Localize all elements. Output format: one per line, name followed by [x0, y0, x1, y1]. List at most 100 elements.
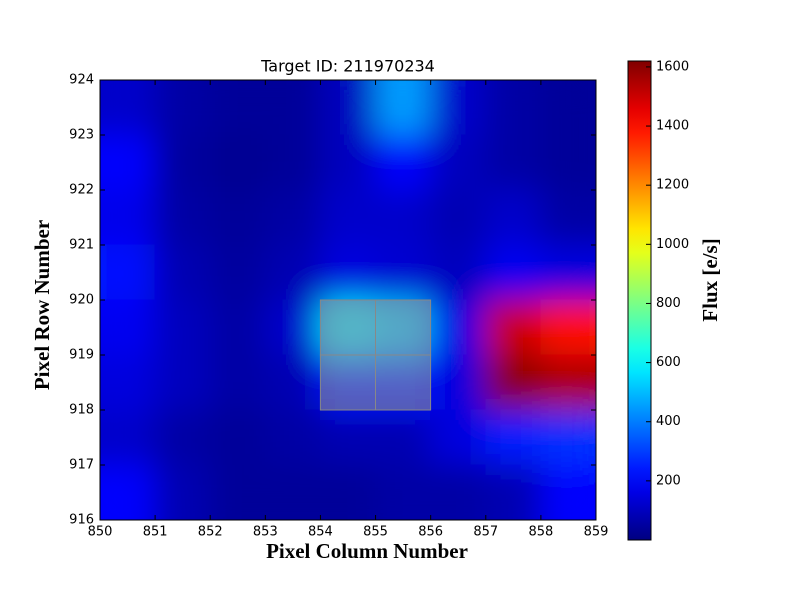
colorbar-tick-label: 1400 — [656, 119, 689, 134]
x-tick-label: 853 — [253, 525, 278, 540]
heat-cell — [100, 299, 156, 356]
heat-cell — [154, 409, 211, 466]
y-tick-label: 921 — [69, 238, 94, 253]
heat-cell — [154, 299, 211, 356]
heat-cell — [375, 244, 432, 301]
heat-cell — [540, 134, 596, 191]
colorbar — [627, 60, 652, 541]
aperture-pixel — [319, 299, 376, 356]
y-axis-label: Pixel Row Number — [30, 220, 54, 390]
colorbar-tick-label: 400 — [656, 414, 681, 429]
heat-cell — [485, 354, 542, 411]
heat-cell — [264, 299, 321, 356]
heat-cell — [485, 80, 542, 136]
aperture-pixel — [319, 354, 376, 411]
y-tick-label: 916 — [69, 513, 94, 528]
x-tick-label: 859 — [584, 525, 609, 540]
y-tick-label: 924 — [69, 73, 94, 88]
colorbar-tick-label: 800 — [656, 296, 681, 311]
heat-cell — [209, 80, 266, 136]
heat-cell — [264, 244, 321, 301]
heat-cell — [154, 80, 211, 136]
heat-cell — [209, 464, 266, 520]
heat-cell — [100, 134, 156, 191]
heat-cell — [154, 189, 211, 246]
heat-cell — [209, 244, 266, 301]
heat-cell — [264, 409, 321, 466]
heat-cell — [540, 80, 596, 136]
colorbar-tick-label: 200 — [656, 473, 681, 488]
heat-cell — [319, 409, 377, 466]
colorbar-tick-label: 1200 — [656, 178, 689, 193]
heat-cell — [154, 134, 211, 191]
heat-cell — [540, 464, 596, 520]
heat-cell — [319, 80, 377, 136]
heat-cell — [540, 299, 596, 356]
heat-cell — [264, 464, 321, 520]
heat-cell — [154, 464, 211, 520]
heat-cell — [430, 354, 487, 411]
heat-cell — [375, 189, 432, 246]
heat-cell — [264, 354, 321, 411]
heat-cell — [540, 354, 596, 411]
heat-cell — [485, 464, 542, 520]
heat-cell — [485, 409, 542, 466]
heat-cell — [319, 189, 377, 246]
heat-cell — [264, 189, 321, 246]
heat-cell — [264, 80, 321, 136]
heat-cell — [540, 189, 596, 246]
heat-cell — [375, 80, 432, 136]
heat-cell — [154, 244, 211, 301]
heat-cell — [485, 189, 542, 246]
heat-cell — [375, 134, 432, 191]
y-tick-label: 920 — [69, 293, 94, 308]
x-axis-label: Pixel Column Number — [266, 539, 468, 563]
colorbar-label: Flux [e/s] — [698, 238, 722, 321]
heat-cell — [319, 464, 377, 520]
heat-cell — [100, 189, 156, 246]
heat-cell — [100, 354, 156, 411]
colorbar-tick-label: 1000 — [656, 237, 689, 252]
y-tick-label: 918 — [69, 403, 94, 418]
heat-cell — [485, 244, 542, 301]
heat-cell — [319, 134, 377, 191]
heat-cell — [100, 80, 156, 136]
x-tick-label: 856 — [418, 525, 443, 540]
x-tick-label: 855 — [363, 525, 388, 540]
heat-cell — [154, 354, 211, 411]
heat-cell — [209, 409, 266, 466]
heat-cell — [375, 409, 432, 466]
x-tick-label: 857 — [473, 525, 498, 540]
heat-cell — [430, 134, 487, 191]
aperture-pixel — [375, 354, 432, 411]
x-tick-label: 854 — [308, 525, 333, 540]
heat-cell — [100, 244, 156, 301]
aperture-pixel — [375, 299, 432, 356]
y-tick-label: 923 — [69, 128, 94, 143]
chart-title: Target ID: 211970234 — [260, 57, 435, 76]
heat-cell — [319, 244, 377, 301]
x-tick-label: 851 — [143, 525, 168, 540]
heat-cell — [209, 299, 266, 356]
aperture-overlay — [319, 299, 432, 411]
heat-cell — [430, 189, 487, 246]
heat-cell — [540, 244, 596, 301]
y-tick-label: 922 — [69, 183, 94, 198]
y-tick-label: 917 — [69, 458, 94, 473]
y-tick-label: 919 — [69, 348, 94, 363]
heat-cell — [209, 354, 266, 411]
heat-cell — [540, 409, 596, 466]
heat-cell — [485, 299, 542, 356]
colorbar-tick-label: 600 — [656, 355, 681, 370]
heat-cell — [430, 409, 487, 466]
heat-cell — [485, 134, 542, 191]
heat-cell — [100, 464, 156, 520]
heat-cell — [100, 409, 156, 466]
heat-cell — [430, 244, 487, 301]
x-tick-label: 852 — [198, 525, 223, 540]
heat-cell — [209, 189, 266, 246]
heat-cell — [209, 134, 266, 191]
x-tick-label: 850 — [88, 525, 113, 540]
heat-cell — [264, 134, 321, 191]
